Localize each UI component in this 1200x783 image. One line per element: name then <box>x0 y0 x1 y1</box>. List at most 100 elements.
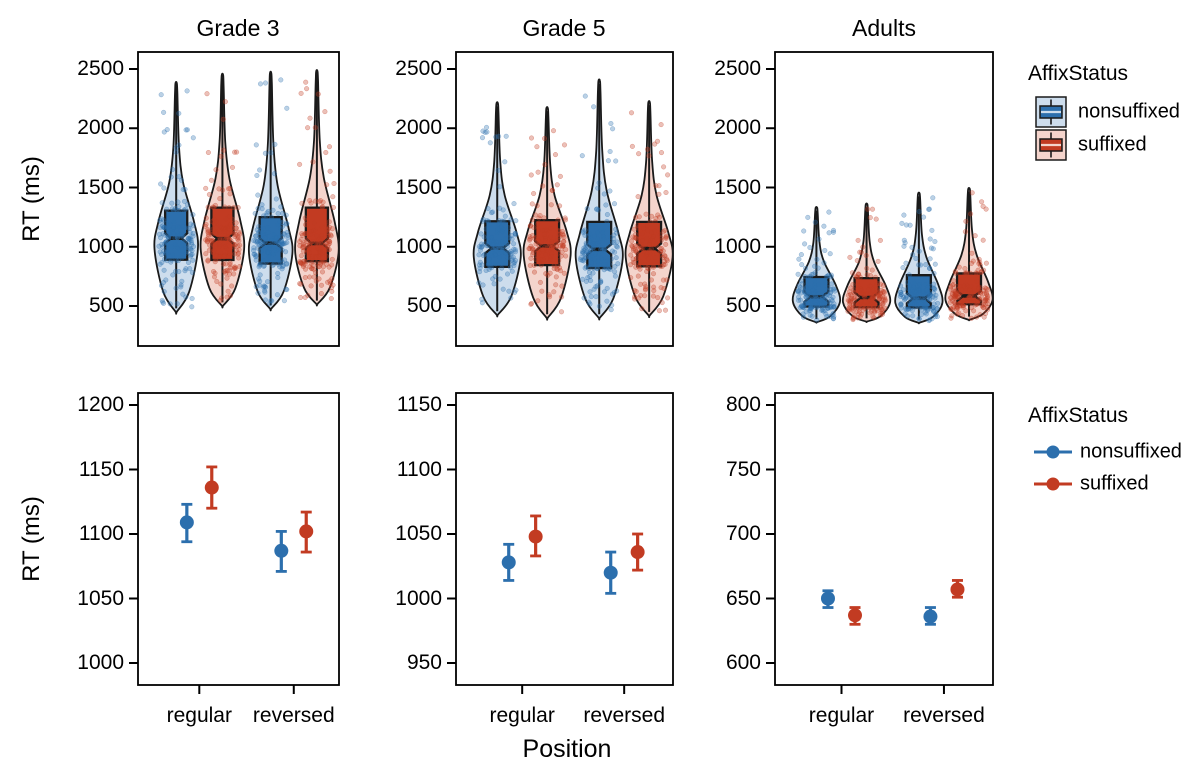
y-tick-label: 2500 <box>395 57 442 80</box>
x-tick-label-regular: regular <box>166 704 232 727</box>
notched-box <box>258 215 283 265</box>
y-tick-label: 1050 <box>77 586 124 610</box>
x-tick-label-regular: regular <box>489 704 555 727</box>
y-tick-label: 1150 <box>396 393 442 416</box>
pointrange-reversed-nonsuffixed <box>603 550 618 595</box>
notched-box <box>803 275 830 308</box>
y-tick-label: 2000 <box>77 116 124 140</box>
y-tick-label: 950 <box>406 651 442 674</box>
y-tick-label: 650 <box>725 586 761 610</box>
pointrange-reversed-suffixed <box>950 579 965 599</box>
legend-violin-label-nonsuffixed: nonsuffixed <box>1078 100 1180 123</box>
y-tick-label: 1000 <box>395 586 442 610</box>
jitter-points <box>628 110 671 314</box>
jitter-points <box>947 190 991 321</box>
legend-violin-title: AffixStatus <box>1028 62 1128 85</box>
pointrange-panel-2 <box>766 392 994 694</box>
jitter-points <box>297 79 337 302</box>
jitter-points <box>526 128 569 315</box>
mean-point <box>630 545 645 560</box>
violin-panel-1 <box>447 51 674 347</box>
pointrange-reversed-nonsuffixed <box>274 530 289 573</box>
violin-reversed-nonsuffixed <box>247 70 294 312</box>
pointrange-regular-suffixed <box>528 514 543 558</box>
y-tick-label: 600 <box>725 651 761 674</box>
panel-title-adults: Adults <box>852 15 916 41</box>
pointrange-reversed-nonsuffixed <box>923 606 938 626</box>
mean-point <box>603 565 618 580</box>
mean-point <box>820 591 835 606</box>
mean-point <box>923 609 938 624</box>
jitter-points <box>156 88 197 310</box>
x-tick-label-reversed: reversed <box>903 704 985 727</box>
y-tick-label: 1500 <box>77 175 124 199</box>
jitter-points <box>476 124 519 306</box>
pointrange-reversed-suffixed <box>299 510 314 554</box>
panel-title-grade3: Grade 3 <box>196 15 280 41</box>
y-tick-label: 1000 <box>77 651 124 674</box>
y-tick-label: 1100 <box>396 457 442 481</box>
violin-regular-nonsuffixed <box>791 206 842 324</box>
pointrange-regular-nonsuffixed <box>501 542 516 582</box>
legend-key-nonsuffixed <box>1035 96 1067 128</box>
mean-point <box>528 529 543 544</box>
panel-title-grade5: Grade 5 <box>522 15 606 41</box>
notched-box <box>534 218 561 267</box>
x-tick-label-reversed: reversed <box>252 704 335 727</box>
violin-regular-nonsuffixed <box>153 81 199 315</box>
y-tick-label: 1150 <box>78 457 124 481</box>
y-tick-label: 1500 <box>714 175 761 199</box>
notched-box <box>586 220 613 270</box>
y-tick-label: 1000 <box>77 234 124 258</box>
jitter-points <box>250 77 291 307</box>
y-tick-label: 1050 <box>395 522 442 545</box>
mean-point <box>204 480 219 495</box>
mean-point <box>179 515 194 530</box>
violin-panel-2 <box>766 51 994 347</box>
legend-points-keys <box>1034 445 1072 491</box>
y-tick-label: 1000 <box>395 234 442 258</box>
y-tick-label: 2500 <box>77 57 124 80</box>
violin-reversed-suffixed <box>624 100 674 319</box>
violin-reversed-suffixed <box>294 69 340 307</box>
notched-box <box>905 274 933 309</box>
legend-points-label-nonsuffixed: nonsuffixed <box>1080 440 1182 463</box>
x-tick-label-reversed: reversed <box>583 704 666 727</box>
notched-box <box>853 277 880 309</box>
notched-box <box>163 209 189 261</box>
y-tick-label: 500 <box>406 294 442 317</box>
x-tick-label-regular: regular <box>808 704 875 727</box>
legend-violin-label-suffixed: suffixed <box>1078 133 1147 156</box>
y-tick-label: 1100 <box>78 522 124 545</box>
legend-points-label-suffixed: suffixed <box>1080 472 1149 495</box>
y-tick-label: 700 <box>725 522 761 545</box>
y-tick-label: 1200 <box>77 393 124 416</box>
pointrange-panel-1 <box>447 392 674 694</box>
violin-reversed-nonsuffixed <box>894 191 944 325</box>
pointrange-regular-suffixed <box>204 465 219 510</box>
jitter-points <box>897 195 941 324</box>
mean-point <box>501 555 516 570</box>
legend-key-suffixed <box>1034 477 1072 491</box>
violin-regular-nonsuffixed <box>472 101 522 318</box>
jitter-points <box>202 91 243 304</box>
jitter-points <box>795 209 838 323</box>
legend-points-title: AffixStatus <box>1028 404 1128 427</box>
mean-point <box>274 543 289 558</box>
legend-key-nonsuffixed <box>1034 445 1072 459</box>
notched-box <box>484 220 511 269</box>
y-tick-label: 750 <box>725 457 761 481</box>
mean-point <box>848 608 863 623</box>
notched-box <box>210 206 235 262</box>
pointrange-reversed-suffixed <box>630 532 645 572</box>
y-axis-title-bottom: RT (ms) <box>18 496 45 582</box>
violin-panel-0 <box>129 51 340 347</box>
legend-violin-keys <box>1035 96 1067 161</box>
y-tick-label: 800 <box>725 393 761 416</box>
y-tick-label: 2500 <box>714 57 761 80</box>
violin-reversed-nonsuffixed <box>574 78 624 321</box>
jitter-points <box>845 206 888 323</box>
y-tick-label: 500 <box>725 294 761 317</box>
notched-box <box>636 220 663 268</box>
